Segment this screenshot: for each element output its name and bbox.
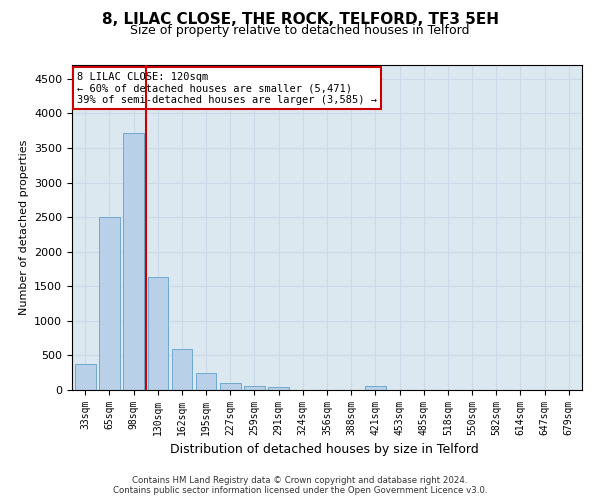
Bar: [196, 372, 217, 390]
Bar: [75, 364, 95, 390]
Text: 8, LILAC CLOSE, THE ROCK, TELFORD, TF3 5EH: 8, LILAC CLOSE, THE ROCK, TELFORD, TF3 5…: [101, 12, 499, 28]
Text: Size of property relative to detached houses in Telford: Size of property relative to detached ho…: [130, 24, 470, 37]
Bar: [365, 386, 386, 390]
Bar: [220, 383, 241, 390]
Y-axis label: Number of detached properties: Number of detached properties: [19, 140, 29, 315]
Bar: [172, 348, 192, 390]
Bar: [244, 386, 265, 390]
Bar: [124, 133, 144, 390]
Text: Distribution of detached houses by size in Telford: Distribution of detached houses by size …: [170, 442, 478, 456]
Bar: [99, 217, 120, 390]
Bar: [148, 278, 168, 390]
Text: 8 LILAC CLOSE: 120sqm
← 60% of detached houses are smaller (5,471)
39% of semi-d: 8 LILAC CLOSE: 120sqm ← 60% of detached …: [77, 72, 377, 104]
Bar: [268, 387, 289, 390]
Text: Contains HM Land Registry data © Crown copyright and database right 2024.
Contai: Contains HM Land Registry data © Crown c…: [113, 476, 487, 495]
